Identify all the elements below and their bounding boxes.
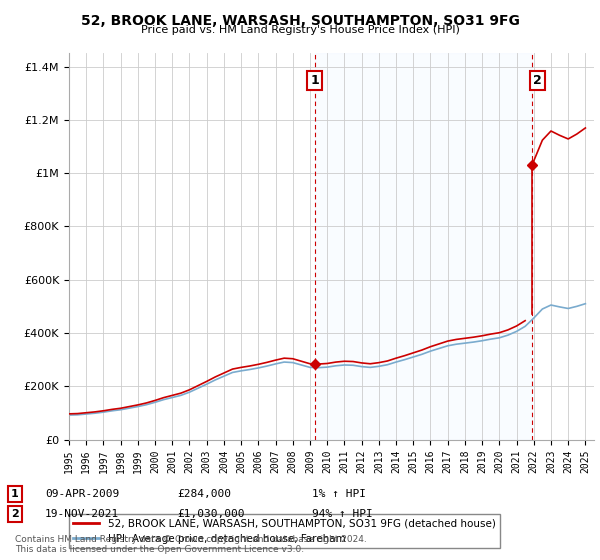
Text: 09-APR-2009: 09-APR-2009 [45,489,119,499]
Text: £1,030,000: £1,030,000 [177,509,245,519]
Text: £284,000: £284,000 [177,489,231,499]
Text: 52, BROOK LANE, WARSASH, SOUTHAMPTON, SO31 9FG: 52, BROOK LANE, WARSASH, SOUTHAMPTON, SO… [80,14,520,28]
Text: 19-NOV-2021: 19-NOV-2021 [45,509,119,519]
Text: 2: 2 [533,74,541,87]
Text: 94% ↑ HPI: 94% ↑ HPI [312,509,373,519]
Text: 1% ↑ HPI: 1% ↑ HPI [312,489,366,499]
Text: Price paid vs. HM Land Registry's House Price Index (HPI): Price paid vs. HM Land Registry's House … [140,25,460,35]
Bar [315,53,532,440]
Text: Contains HM Land Registry data © Crown copyright and database right 2024.
This d: Contains HM Land Registry data © Crown c… [15,535,367,554]
Text: 1: 1 [11,489,19,499]
Text: 1: 1 [310,74,319,87]
Text: 2: 2 [11,509,19,519]
Legend: 52, BROOK LANE, WARSASH, SOUTHAMPTON, SO31 9FG (detached house), HPI: Average pr: 52, BROOK LANE, WARSASH, SOUTHAMPTON, SO… [69,515,500,548]
